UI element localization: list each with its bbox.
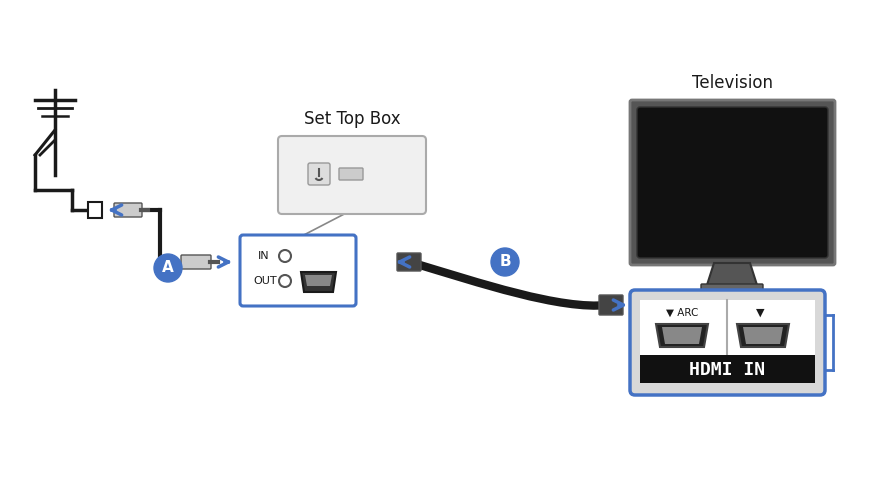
Circle shape bbox=[154, 254, 182, 282]
Text: IN: IN bbox=[258, 251, 269, 261]
FancyBboxPatch shape bbox=[640, 300, 815, 355]
FancyBboxPatch shape bbox=[114, 203, 142, 217]
Text: Set Top Box: Set Top Box bbox=[304, 110, 400, 128]
Polygon shape bbox=[301, 272, 336, 292]
Text: ▼ ARC: ▼ ARC bbox=[666, 308, 698, 318]
FancyBboxPatch shape bbox=[637, 107, 828, 258]
FancyBboxPatch shape bbox=[701, 284, 763, 294]
Text: ▼: ▼ bbox=[756, 308, 764, 318]
Text: Television: Television bbox=[692, 74, 773, 92]
Polygon shape bbox=[305, 275, 332, 286]
FancyBboxPatch shape bbox=[630, 290, 825, 395]
Text: A: A bbox=[162, 261, 174, 276]
Polygon shape bbox=[656, 324, 708, 347]
FancyBboxPatch shape bbox=[88, 202, 102, 218]
Circle shape bbox=[279, 250, 291, 262]
Polygon shape bbox=[743, 327, 783, 344]
Text: B: B bbox=[499, 254, 510, 269]
FancyBboxPatch shape bbox=[308, 163, 330, 185]
FancyBboxPatch shape bbox=[278, 136, 426, 214]
FancyBboxPatch shape bbox=[339, 168, 363, 180]
FancyBboxPatch shape bbox=[630, 100, 835, 265]
FancyBboxPatch shape bbox=[637, 107, 828, 258]
Polygon shape bbox=[737, 324, 789, 347]
Circle shape bbox=[491, 248, 519, 276]
Text: HDMI IN: HDMI IN bbox=[689, 361, 765, 379]
Polygon shape bbox=[662, 327, 702, 344]
FancyBboxPatch shape bbox=[599, 295, 623, 315]
FancyBboxPatch shape bbox=[181, 255, 211, 269]
Text: OUT: OUT bbox=[253, 276, 276, 286]
FancyBboxPatch shape bbox=[240, 235, 356, 306]
FancyBboxPatch shape bbox=[397, 253, 421, 271]
FancyBboxPatch shape bbox=[640, 355, 815, 383]
Polygon shape bbox=[707, 263, 757, 285]
Circle shape bbox=[279, 275, 291, 287]
